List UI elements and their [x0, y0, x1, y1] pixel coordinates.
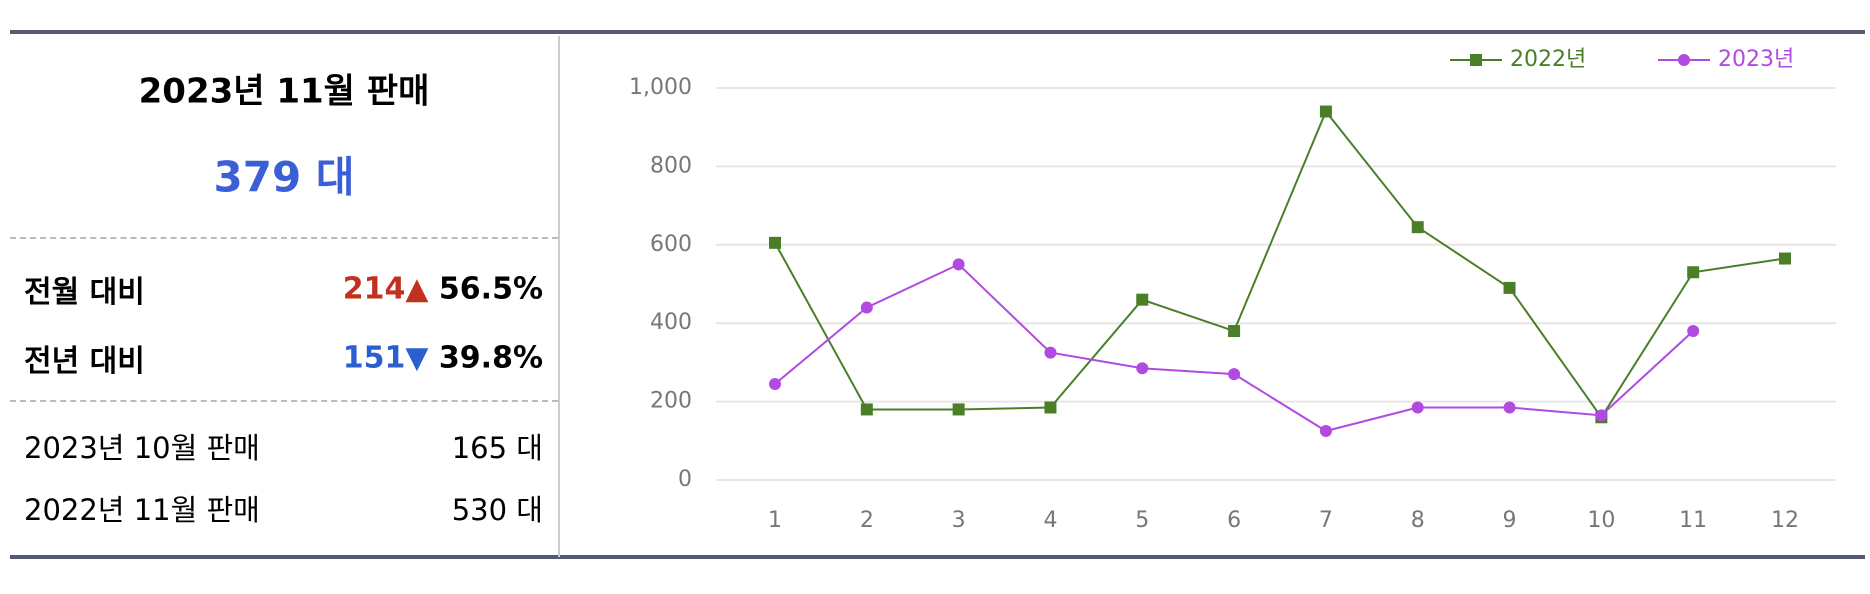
x-tick-label: 1	[768, 508, 782, 533]
point	[1411, 401, 1424, 414]
y-tick-label: 600	[650, 232, 692, 257]
point	[1411, 221, 1424, 234]
x-tick-label: 5	[1135, 508, 1149, 533]
yoy-value: 151▼ 39.8%	[343, 341, 543, 376]
x-tick-label: 9	[1503, 508, 1517, 533]
point	[769, 236, 781, 249]
top-border	[10, 30, 1865, 34]
legend-marker	[1470, 54, 1482, 66]
row-label: 2023년 10월 판매	[24, 431, 260, 465]
series-line	[774, 263, 1694, 433]
mom-value: 214▲ 56.5%	[343, 272, 543, 307]
point	[1503, 281, 1516, 294]
point	[860, 403, 873, 416]
y-tick-label: 400	[650, 310, 692, 335]
mom-label: 전월 대비	[24, 275, 145, 310]
yoy-change: 151▼	[342, 340, 429, 376]
x-tick-label: 6	[1227, 508, 1241, 533]
x-tick-label: 7	[1319, 508, 1333, 533]
bottom-border	[10, 555, 1865, 559]
point	[769, 377, 781, 390]
legend-marker	[1678, 54, 1690, 66]
point	[1044, 346, 1057, 359]
point	[1319, 105, 1332, 118]
mom-change: 214▲	[342, 271, 429, 307]
y-tick-label: 800	[650, 153, 692, 178]
point	[1136, 293, 1149, 306]
row-value: 165 대	[451, 431, 543, 465]
point	[1503, 401, 1516, 414]
x-tick-label: 10	[1587, 508, 1615, 533]
mom-percent: 56.5%	[438, 271, 543, 307]
point	[952, 258, 965, 271]
legend-label: 2023년	[1718, 47, 1794, 72]
x-tick-label: 2	[860, 508, 874, 533]
x-tick-label: 8	[1411, 508, 1425, 533]
x-tick-label: 12	[1771, 508, 1799, 533]
divider	[10, 237, 558, 239]
point	[1687, 325, 1700, 338]
yoy-percent: 39.8%	[438, 340, 543, 376]
point	[1779, 252, 1791, 265]
y-tick-label: 200	[650, 389, 692, 414]
point	[952, 403, 965, 416]
summary-panel: 2023년 11월 판매 379 대 전월 대비 214▲ 56.5% 전년 대…	[10, 36, 558, 557]
point	[1228, 368, 1241, 381]
x-tick-label: 11	[1679, 508, 1707, 533]
row-label: 2022년 11월 판매	[24, 493, 260, 527]
series-line	[774, 109, 1786, 420]
legend-label: 2022년	[1510, 47, 1586, 72]
point	[1228, 325, 1241, 338]
point	[1687, 266, 1700, 279]
y-tick-label: 1,000	[629, 75, 692, 100]
divider	[10, 400, 558, 402]
point	[1136, 362, 1149, 375]
x-tick-label: 4	[1043, 508, 1057, 533]
row-value: 530 대	[451, 493, 543, 527]
separator	[558, 36, 560, 557]
x-tick-label: 3	[952, 508, 966, 533]
summary-total: 379 대	[213, 152, 355, 202]
y-tick-label: 0	[678, 467, 692, 492]
yoy-label: 전년 대비	[24, 344, 145, 379]
point	[1595, 409, 1608, 422]
point	[860, 301, 873, 314]
point	[1319, 425, 1332, 437]
summary-title: 2023년 11월 판매	[138, 71, 430, 112]
point	[1044, 401, 1057, 414]
